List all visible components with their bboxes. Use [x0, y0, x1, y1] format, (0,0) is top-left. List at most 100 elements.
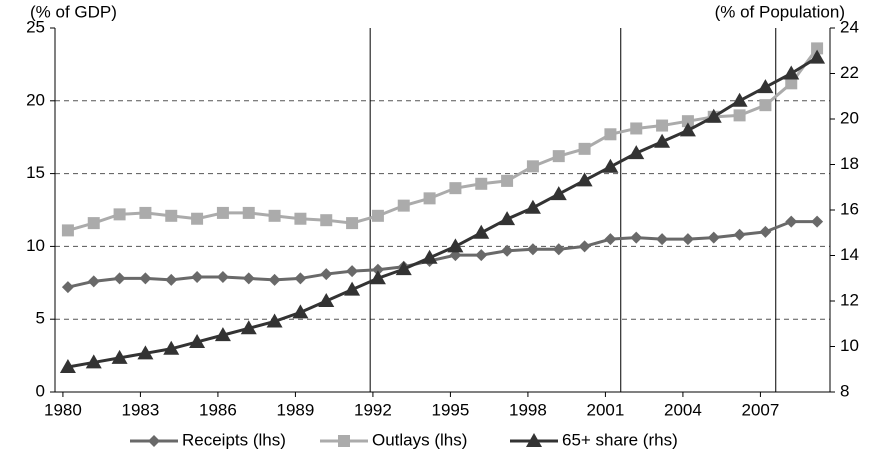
marker [707, 231, 720, 244]
marker [268, 209, 281, 222]
marker [733, 109, 746, 122]
marker [757, 79, 774, 94]
y2-tick-label: 8 [840, 381, 849, 400]
marker [475, 177, 488, 190]
y2-tick-label: 18 [840, 154, 859, 173]
marker [733, 228, 746, 241]
marker [397, 199, 410, 212]
y-tick-label: 15 [26, 163, 45, 182]
x-tick-label: 1980 [44, 400, 82, 419]
y2-tick-label: 14 [840, 245, 859, 264]
y-tick-label: 5 [36, 309, 45, 328]
series-line [67, 220, 818, 289]
marker [87, 217, 100, 230]
y2-tick-label: 16 [840, 199, 859, 218]
x-tick-label: 1992 [354, 400, 392, 419]
marker [526, 160, 539, 173]
y-tick-label: 0 [36, 381, 45, 400]
marker [346, 217, 359, 230]
marker [320, 214, 333, 227]
marker [576, 172, 593, 187]
marker [346, 265, 359, 278]
y2-tick-label: 22 [840, 63, 859, 82]
marker [578, 240, 591, 253]
y2-axis-label: (% of Population) [715, 2, 845, 21]
y2-tick-label: 10 [840, 336, 859, 355]
marker [501, 244, 514, 257]
x-tick-label: 1983 [122, 400, 160, 419]
marker [526, 433, 542, 447]
y-tick-label: 20 [26, 90, 45, 109]
marker [604, 233, 617, 246]
marker [87, 275, 100, 288]
marker [191, 212, 204, 225]
marker [371, 209, 384, 222]
marker [139, 272, 152, 285]
marker [268, 273, 281, 286]
y2-tick-label: 20 [840, 108, 859, 127]
marker [163, 340, 180, 355]
marker [61, 224, 74, 237]
series-line [67, 56, 818, 369]
marker [421, 249, 438, 264]
marker [294, 212, 307, 225]
x-tick-label: 1989 [277, 400, 315, 419]
x-tick-label: 1986 [199, 400, 237, 419]
y-tick-label: 25 [26, 17, 45, 36]
marker [240, 320, 257, 335]
y2-tick-label: 12 [840, 290, 859, 309]
marker [216, 206, 229, 219]
marker [811, 215, 824, 228]
marker [294, 272, 307, 285]
y2-tick-label: 24 [840, 17, 859, 36]
marker [524, 199, 541, 214]
marker [550, 186, 567, 201]
series-line [67, 47, 819, 232]
marker [320, 268, 333, 281]
marker [85, 354, 102, 369]
marker [628, 145, 645, 160]
marker [630, 231, 643, 244]
marker [139, 206, 152, 219]
x-tick-label: 2001 [587, 400, 625, 419]
x-tick-label: 2004 [664, 400, 702, 419]
marker [137, 345, 154, 360]
x-tick-label: 2007 [742, 400, 780, 419]
marker [759, 225, 772, 238]
x-tick-label: 1995 [432, 400, 470, 419]
marker [501, 174, 514, 187]
marker [785, 77, 798, 90]
marker [785, 215, 798, 228]
marker [113, 272, 126, 285]
marker [731, 92, 748, 107]
marker [475, 249, 488, 262]
marker [344, 281, 361, 296]
marker [395, 261, 412, 276]
marker [113, 208, 126, 221]
marker [447, 238, 464, 253]
marker [423, 192, 436, 205]
marker [242, 206, 255, 219]
marker [59, 358, 76, 373]
marker [214, 327, 231, 342]
marker [499, 211, 516, 226]
marker [602, 158, 619, 173]
marker [705, 108, 722, 123]
marker [148, 435, 160, 447]
marker [449, 182, 462, 195]
marker [292, 304, 309, 319]
marker [369, 270, 386, 285]
marker [759, 99, 772, 112]
marker [811, 42, 824, 55]
marker [656, 233, 669, 246]
marker [552, 150, 565, 163]
marker [165, 209, 178, 222]
marker [338, 435, 350, 447]
marker [61, 281, 74, 294]
marker [165, 273, 178, 286]
marker [578, 142, 591, 155]
marker [242, 272, 255, 285]
marker [216, 270, 229, 283]
marker [783, 65, 800, 80]
